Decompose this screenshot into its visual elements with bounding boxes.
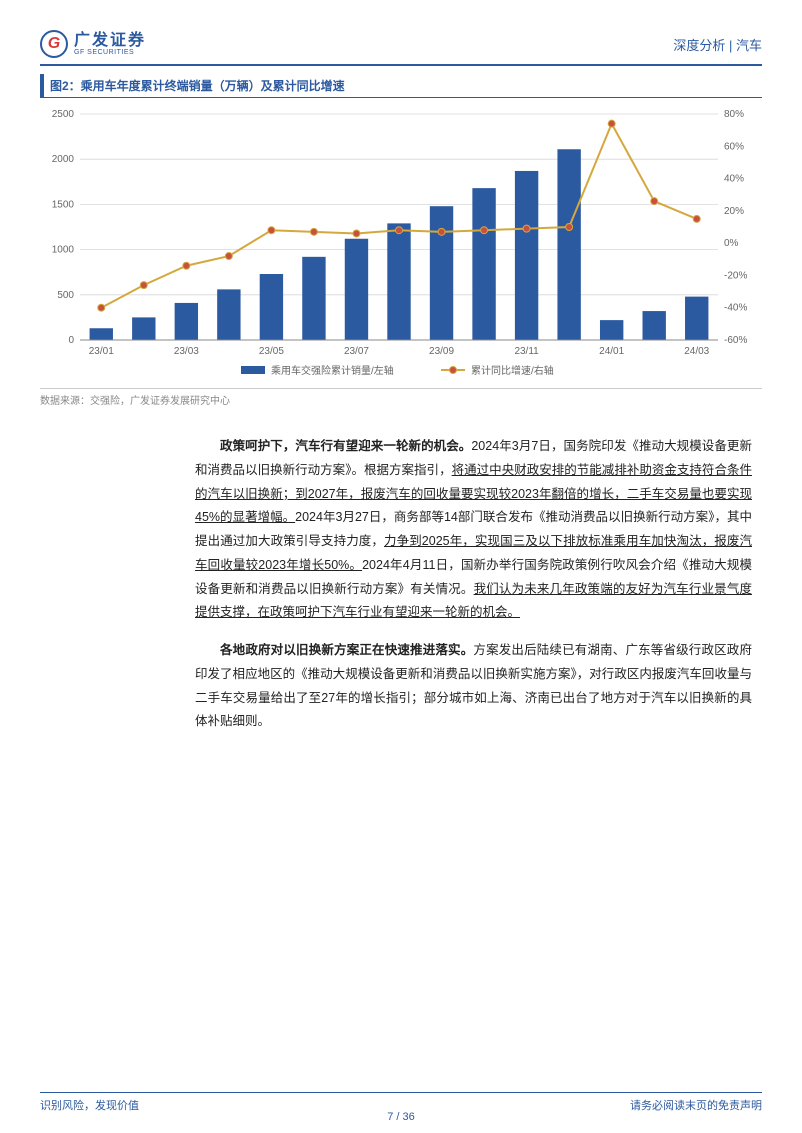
header-category: 深度分析 | 汽车 bbox=[673, 35, 762, 54]
svg-text:0%: 0% bbox=[724, 238, 739, 249]
footer-page-number: 7 / 36 bbox=[40, 1111, 762, 1123]
svg-text:-60%: -60% bbox=[724, 335, 747, 346]
svg-text:80%: 80% bbox=[724, 109, 744, 120]
svg-text:1000: 1000 bbox=[52, 245, 75, 256]
logo-en: GF SECURITIES bbox=[74, 49, 146, 56]
p2-lead: 各地政府对以旧换新方案正在快速推进落实。 bbox=[220, 643, 473, 657]
svg-text:2000: 2000 bbox=[52, 154, 75, 165]
svg-text:24/01: 24/01 bbox=[599, 346, 624, 357]
svg-text:24/03: 24/03 bbox=[684, 346, 709, 357]
page-header: G 广发证券 GF SECURITIES 深度分析 | 汽车 bbox=[40, 30, 762, 66]
svg-text:累计同比增速/右轴: 累计同比增速/右轴 bbox=[471, 364, 554, 377]
svg-text:500: 500 bbox=[57, 290, 74, 301]
svg-text:23/09: 23/09 bbox=[429, 346, 454, 357]
svg-text:60%: 60% bbox=[724, 141, 744, 152]
body-text: 政策呵护下，汽车行有望迎来一轮新的机会。2024年3月7日，国务院印发《推动大规… bbox=[195, 435, 752, 734]
chart-svg: 0 500 1000 1500 2000 2500 -60% -40% -20% 0% 20% 40%… bbox=[40, 104, 762, 384]
chart-source: 数据来源：交强险，广发证券发展研究中心 bbox=[40, 388, 762, 407]
svg-text:23/05: 23/05 bbox=[259, 346, 284, 357]
svg-text:0: 0 bbox=[68, 335, 74, 346]
logo-icon: G bbox=[40, 30, 68, 58]
p1-lead: 政策呵护下，汽车行有望迎来一轮新的机会。 bbox=[220, 439, 471, 453]
svg-text:40%: 40% bbox=[724, 174, 744, 185]
chart-title: 图2：乘用车年度累计终端销量（万辆）及累计同比增速 bbox=[40, 74, 762, 98]
chart-container: 0 500 1000 1500 2000 2500 -60% -40% -20% 0% 20% 40%… bbox=[40, 104, 762, 384]
svg-text:2500: 2500 bbox=[52, 109, 75, 120]
svg-text:乘用车交强险累计销量/左轴: 乘用车交强险累计销量/左轴 bbox=[271, 364, 394, 377]
svg-text:23/01: 23/01 bbox=[89, 346, 114, 357]
logo: G 广发证券 GF SECURITIES bbox=[40, 30, 146, 58]
svg-text:20%: 20% bbox=[724, 206, 744, 217]
svg-text:23/07: 23/07 bbox=[344, 346, 369, 357]
svg-text:-40%: -40% bbox=[724, 303, 747, 314]
svg-text:-20%: -20% bbox=[724, 270, 747, 281]
page-footer: 识别风险，发现价值 请务必阅读末页的免责声明 7 / 36 bbox=[40, 1092, 762, 1113]
paragraph-1: 政策呵护下，汽车行有望迎来一轮新的机会。2024年3月7日，国务院印发《推动大规… bbox=[195, 435, 752, 625]
svg-text:1500: 1500 bbox=[52, 199, 75, 210]
logo-cn: 广发证券 bbox=[74, 33, 146, 49]
svg-text:23/11: 23/11 bbox=[514, 346, 539, 357]
paragraph-2: 各地政府对以旧换新方案正在快速推进落实。方案发出后陆续已有湖南、广东等省级行政区… bbox=[195, 639, 752, 734]
svg-text:23/03: 23/03 bbox=[174, 346, 199, 357]
